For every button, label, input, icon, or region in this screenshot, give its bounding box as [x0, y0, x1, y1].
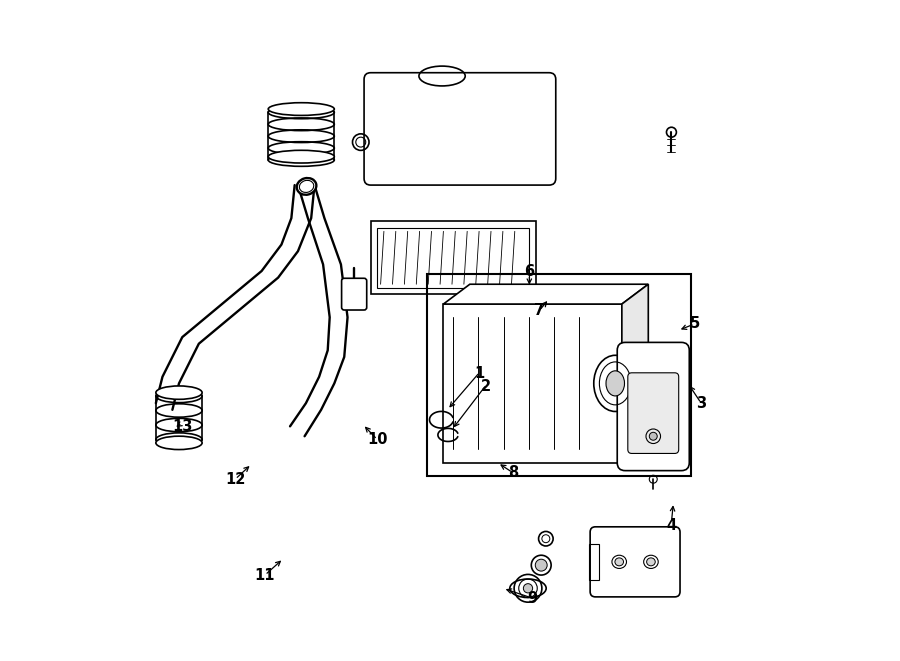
Ellipse shape: [297, 178, 317, 195]
Text: 4: 4: [666, 518, 677, 533]
Text: 10: 10: [367, 432, 388, 447]
Ellipse shape: [542, 535, 550, 543]
Ellipse shape: [606, 371, 625, 396]
FancyBboxPatch shape: [617, 342, 689, 471]
FancyBboxPatch shape: [590, 527, 680, 597]
Ellipse shape: [594, 356, 636, 411]
Ellipse shape: [268, 150, 334, 163]
Polygon shape: [622, 284, 648, 463]
Text: 6: 6: [525, 264, 535, 278]
Text: 12: 12: [225, 472, 246, 486]
Ellipse shape: [536, 559, 547, 571]
Bar: [444, 304, 622, 463]
FancyBboxPatch shape: [364, 73, 556, 185]
Ellipse shape: [649, 432, 657, 440]
Bar: [427, 274, 691, 476]
FancyBboxPatch shape: [342, 278, 366, 310]
Ellipse shape: [156, 436, 202, 449]
Text: 2: 2: [482, 379, 491, 394]
Text: 11: 11: [255, 568, 275, 582]
Bar: [589, 544, 598, 580]
Ellipse shape: [524, 584, 533, 593]
Bar: [371, 221, 536, 294]
Polygon shape: [444, 284, 648, 304]
Text: 9: 9: [527, 591, 537, 605]
Ellipse shape: [646, 558, 655, 566]
Ellipse shape: [615, 558, 624, 566]
Ellipse shape: [156, 386, 202, 399]
Text: 8: 8: [508, 465, 518, 480]
Text: 7: 7: [535, 303, 544, 318]
Text: 5: 5: [689, 317, 699, 331]
Text: 3: 3: [696, 396, 706, 410]
Text: 13: 13: [172, 419, 193, 434]
Ellipse shape: [268, 102, 334, 116]
Text: 1: 1: [474, 366, 485, 381]
Bar: [377, 228, 529, 288]
FancyBboxPatch shape: [628, 373, 679, 453]
